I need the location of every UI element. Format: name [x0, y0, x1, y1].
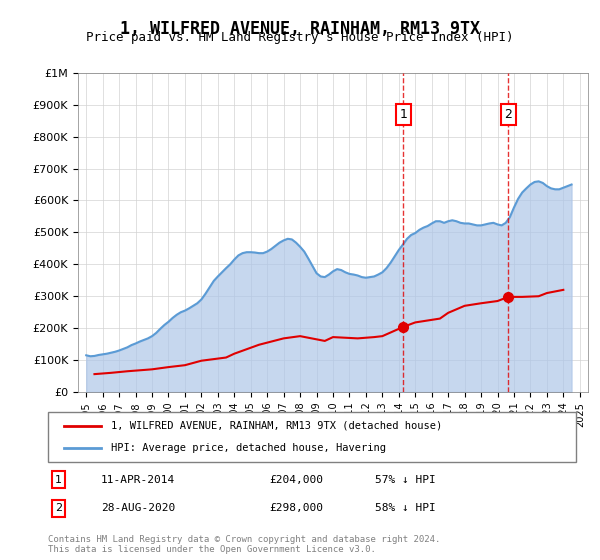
Text: 1, WILFRED AVENUE, RAINHAM, RM13 9TX (detached house): 1, WILFRED AVENUE, RAINHAM, RM13 9TX (de… [112, 421, 443, 431]
Text: 2: 2 [55, 503, 62, 514]
Text: 2: 2 [505, 108, 512, 121]
Text: 1: 1 [400, 108, 407, 121]
FancyBboxPatch shape [48, 412, 576, 462]
Text: Price paid vs. HM Land Registry's House Price Index (HPI): Price paid vs. HM Land Registry's House … [86, 31, 514, 44]
Text: 28-AUG-2020: 28-AUG-2020 [101, 503, 175, 514]
Text: 11-APR-2014: 11-APR-2014 [101, 474, 175, 484]
Text: 1: 1 [55, 474, 62, 484]
Text: HPI: Average price, detached house, Havering: HPI: Average price, detached house, Have… [112, 443, 386, 453]
Text: Contains HM Land Registry data © Crown copyright and database right 2024.
This d: Contains HM Land Registry data © Crown c… [48, 535, 440, 554]
Text: £298,000: £298,000 [270, 503, 324, 514]
Text: £204,000: £204,000 [270, 474, 324, 484]
Text: 1, WILFRED AVENUE, RAINHAM, RM13 9TX: 1, WILFRED AVENUE, RAINHAM, RM13 9TX [120, 20, 480, 38]
Text: 58% ↓ HPI: 58% ↓ HPI [376, 503, 436, 514]
Text: 57% ↓ HPI: 57% ↓ HPI [376, 474, 436, 484]
